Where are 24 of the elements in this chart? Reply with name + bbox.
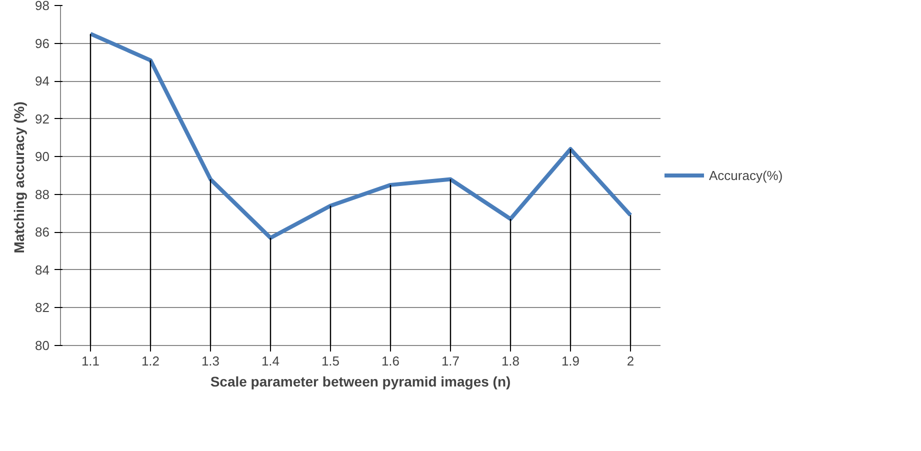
- x-tick-label: 1.4: [261, 354, 280, 368]
- x-tick-label: 1.2: [141, 354, 160, 368]
- y-tick-label: 84: [35, 262, 50, 278]
- line-series: [88, 32, 632, 240]
- y-tick-label: 88: [35, 186, 50, 202]
- x-tick-label: 1.5: [321, 354, 340, 368]
- x-tick-label: 1.7: [441, 354, 460, 368]
- x-tick-label: 1.3: [201, 354, 220, 368]
- x-tick-label: 1.6: [381, 354, 400, 368]
- y-tick-label: 80: [35, 338, 50, 353]
- x-tick-label: 1.9: [561, 354, 580, 368]
- y-tick-label: 82: [35, 300, 50, 316]
- y-axis-title: Matching accuracy (%): [11, 102, 28, 254]
- y-tick-label: 90: [35, 149, 50, 164]
- y-tick-label: 96: [35, 36, 50, 51]
- x-tick-label: 1.8: [501, 354, 520, 368]
- legend-label: Accuracy(%): [709, 168, 783, 182]
- y-tick-label: 94: [35, 74, 50, 89]
- x-tick-label: 2: [626, 354, 634, 368]
- y-tick-label: 86: [35, 224, 50, 240]
- y-tick-label: 98: [35, 0, 50, 13]
- x-tick-label: 1.1: [81, 354, 100, 368]
- y-tick-label: 92: [35, 111, 50, 126]
- x-axis-title: Scale parameter between pyramid images (n): [210, 374, 511, 390]
